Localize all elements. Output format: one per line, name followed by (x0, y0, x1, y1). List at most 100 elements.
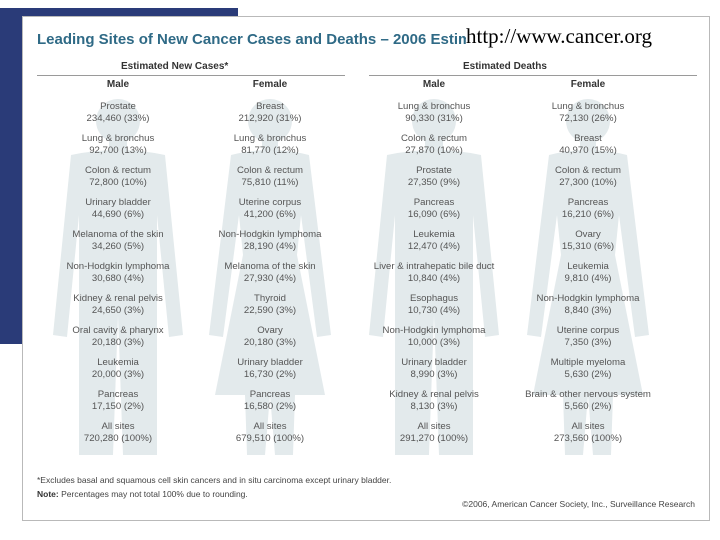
site-name: Non-Hodgkin lymphoma (536, 293, 640, 304)
site-name: Melanoma of the skin (72, 229, 164, 240)
footnote: *Excludes basal and squamous cell skin c… (37, 475, 392, 485)
list-item: Ovary 20,180 (3%) (190, 325, 350, 357)
site-name: Esophagus (409, 293, 458, 304)
site-value: 75,810 (11%) (241, 177, 299, 188)
site-value: 24,650 (3%) (91, 305, 145, 316)
note-label: Note: (37, 489, 59, 499)
site-value: 8,840 (3%) (564, 305, 612, 316)
site-value: 291,270 (100%) (399, 433, 469, 444)
list-item: Colon & rectum 75,810 (11%) (190, 165, 350, 197)
list-item-total: All sites 273,560 (100%) (508, 421, 668, 453)
list-item: Thyroid 22,590 (3%) (190, 293, 350, 325)
list-item: Melanoma of the skin 27,930 (4%) (190, 261, 350, 293)
list-item: Lung & bronchus 90,330 (31%) (354, 101, 514, 133)
site-value: 720,280 (100%) (83, 433, 153, 444)
list-item: Pancreas 17,150 (2%) (38, 389, 198, 421)
rounding-note: Note: Percentages may not total 100% due… (37, 489, 248, 499)
site-value: 12,470 (4%) (407, 241, 461, 252)
site-value: 20,000 (3%) (91, 369, 145, 380)
site-value: 212,920 (31%) (238, 113, 302, 124)
male-silhouette-deaths (359, 95, 509, 467)
site-name: Non-Hodgkin lymphoma (218, 229, 322, 240)
site-name: Non-Hodgkin lymphoma (66, 261, 170, 272)
list-item: Ovary 15,310 (6%) (508, 229, 668, 261)
site-name: Liver & intrahepatic bile duct (373, 261, 495, 272)
list-item: Pancreas 16,090 (6%) (354, 197, 514, 229)
site-name: Pancreas (249, 389, 291, 400)
list-item: Uterine corpus 41,200 (6%) (190, 197, 350, 229)
site-name: Leukemia (413, 229, 455, 240)
site-name: Leukemia (567, 261, 609, 272)
list-item: Kidney & renal pelvis 24,650 (3%) (38, 293, 198, 325)
site-value: 22,590 (3%) (243, 305, 297, 316)
site-name: Melanoma of the skin (224, 261, 316, 272)
site-name: All sites (417, 421, 451, 432)
site-name: Oral cavity & pharynx (72, 325, 164, 336)
site-name: Colon & rectum (554, 165, 622, 176)
list-item: Liver & intrahepatic bile duct 10,840 (4%… (354, 261, 514, 293)
site-name: Urinary bladder (85, 197, 151, 208)
list-item: Leukemia 20,000 (3%) (38, 357, 198, 389)
site-name: Uterine corpus (238, 197, 302, 208)
site-name: Lung & bronchus (397, 101, 471, 112)
site-name: All sites (253, 421, 287, 432)
site-name: Ovary (575, 229, 601, 240)
list-item: Pancreas 16,210 (6%) (508, 197, 668, 229)
site-name: Kidney & renal pelvis (389, 389, 479, 400)
list-item: Brain & other nervous system 5,560 (2%) (508, 389, 668, 421)
source-url: http://www.cancer.org (466, 24, 696, 49)
site-value: 27,350 (9%) (407, 177, 461, 188)
site-value: 10,000 (3%) (407, 337, 461, 348)
column-death-male: Lung & bronchus 90,330 (31%) Colon & rect… (354, 101, 514, 453)
copyright-notice: ©2006, American Cancer Society, Inc., Su… (462, 499, 695, 509)
site-value: 28,190 (4%) (243, 241, 297, 252)
site-name: Kidney & renal pelvis (73, 293, 163, 304)
list-item-total: All sites 720,280 (100%) (38, 421, 198, 453)
list-item: Melanoma of the skin 34,260 (5%) (38, 229, 198, 261)
site-value: 44,690 (6%) (91, 209, 145, 220)
note-text: Percentages may not total 100% due to ro… (61, 489, 248, 499)
site-name: Breast (256, 101, 284, 112)
site-value: 72,130 (26%) (559, 113, 617, 124)
list-item: Non-Hodgkin lymphoma 10,000 (3%) (354, 325, 514, 357)
list-item: Breast 212,920 (31%) (190, 101, 350, 133)
site-name: Pancreas (413, 197, 455, 208)
column-header-new-male: Male (106, 79, 130, 90)
list-item: Esophagus 10,730 (4%) (354, 293, 514, 325)
site-name: Thyroid (254, 293, 286, 304)
list-item: Urinary bladder 8,990 (3%) (354, 357, 514, 389)
site-name: Lung & bronchus (233, 133, 307, 144)
new-cases-heading: Estimated New Cases* (121, 61, 229, 72)
list-item: Leukemia 9,810 (4%) (508, 261, 668, 293)
site-name: Lung & bronchus (81, 133, 155, 144)
site-value: 34,260 (5%) (91, 241, 145, 252)
column-header-new-female: Female (252, 79, 288, 90)
site-value: 40,970 (15%) (559, 145, 617, 156)
list-item: Lung & bronchus 81,770 (12%) (190, 133, 350, 165)
column-header-death-male: Male (422, 79, 446, 90)
site-name: Urinary bladder (237, 357, 303, 368)
site-name: Prostate (416, 165, 452, 176)
site-name: Colon & rectum (84, 165, 152, 176)
site-value: 90,330 (31%) (405, 113, 463, 124)
list-item: Non-Hodgkin lymphoma 30,680 (4%) (38, 261, 198, 293)
site-value: 5,560 (2%) (564, 401, 612, 412)
list-item: Uterine corpus 7,350 (3%) (508, 325, 668, 357)
list-item: Colon & rectum 27,300 (10%) (508, 165, 668, 197)
site-value: 17,150 (2%) (91, 401, 145, 412)
site-value: 5,630 (2%) (564, 369, 612, 380)
list-item: Lung & bronchus 72,130 (26%) (508, 101, 668, 133)
deaths-rule (369, 75, 697, 76)
site-name: All sites (101, 421, 135, 432)
list-item: Urinary bladder 44,690 (6%) (38, 197, 198, 229)
site-value: 10,730 (4%) (407, 305, 461, 316)
site-value: 273,560 (100%) (553, 433, 623, 444)
site-name: Ovary (257, 325, 283, 336)
list-item: Non-Hodgkin lymphoma 8,840 (3%) (508, 293, 668, 325)
female-silhouette-deaths (513, 95, 663, 467)
site-value: 10,840 (4%) (407, 273, 461, 284)
site-value: 72,800 (10%) (89, 177, 147, 188)
column-header-death-female: Female (570, 79, 606, 90)
site-name: Colon & rectum (400, 133, 468, 144)
site-name: Leukemia (97, 357, 139, 368)
